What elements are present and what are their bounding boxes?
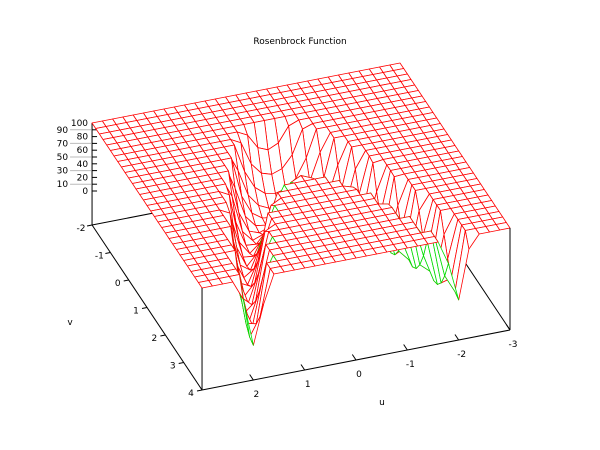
z-tick-label: 90 [57, 126, 69, 136]
y-tick [105, 252, 111, 254]
y-tick-label: 0 [115, 279, 121, 289]
x-tick-label: 0 [356, 370, 362, 380]
x-tick [403, 344, 408, 351]
x-tick-label: -2 [457, 350, 466, 360]
z-tick-label: 20 [77, 173, 89, 183]
y-tick [178, 362, 184, 364]
x-tick [454, 334, 460, 341]
x-tick [351, 354, 357, 361]
y-tick [141, 307, 148, 309]
y-tick-label: 4 [188, 389, 194, 399]
x-tick-label: 1 [305, 380, 311, 390]
chart-title: Rosenbrock Function [253, 37, 346, 47]
z-tick-label: 60 [77, 146, 89, 156]
x-tick [300, 364, 306, 371]
z-tick-label: 0 [82, 187, 88, 197]
z-tick-label: 40 [77, 160, 89, 170]
y-tick [123, 279, 129, 282]
x-tick [505, 324, 511, 331]
y-tick-label: 1 [133, 307, 139, 317]
x-axis-line [201, 329, 511, 391]
y-tick-label: 3 [170, 362, 176, 372]
z-tick-label: 100 [71, 119, 88, 129]
x-tick [249, 374, 254, 381]
x-tick-label: -3 [509, 340, 518, 350]
z-tick-label: 30 [57, 167, 69, 177]
z-tick-label: 80 [77, 133, 89, 143]
axes-front: -2 -1 0 1 2 3 4 2 1 0 -1 -2 -3 [77, 224, 518, 400]
y-tick [196, 389, 203, 392]
y-tick-label: 2 [152, 334, 158, 344]
y-tick [160, 334, 166, 337]
y-axis-label: v [67, 318, 73, 328]
x-axis-label: u [379, 398, 385, 408]
y-tick-label: -2 [77, 224, 86, 234]
y-tick [86, 224, 93, 227]
z-tick-label: 50 [57, 153, 69, 163]
surface-mesh [91, 62, 511, 346]
z-tick-label: 70 [57, 139, 69, 149]
z-tick-label: 10 [57, 180, 69, 190]
x-tick-label: -1 [406, 360, 415, 370]
x-tick-label: 2 [253, 390, 259, 400]
y-tick-label: -1 [95, 252, 104, 262]
